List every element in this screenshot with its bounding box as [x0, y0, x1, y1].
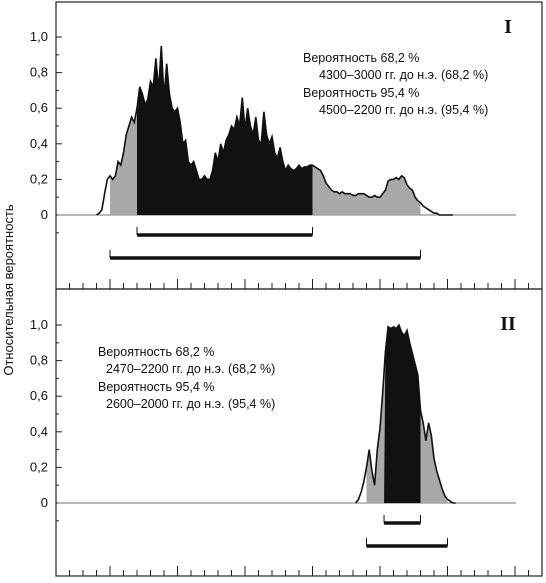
- panel-1-label: I: [504, 16, 512, 38]
- panel-1-annotation-2: 4300–3000 гг. до н.э. (68,2 %): [319, 68, 488, 82]
- panel-2-annotation-3: Вероятность 95,4 %: [98, 380, 214, 394]
- panel-2: II Вероятность 68,2 % 2470–2200 гг. до н…: [30, 313, 543, 576]
- y-tick-label: 1,0: [30, 29, 48, 44]
- panel-2-annotation-4: 2600–2000 гг. до н.э. (95,4 %): [106, 397, 275, 411]
- panel-2-annotation-2: 2470–2200 гг. до н.э. (68,2 %): [106, 362, 275, 376]
- y-tick-label: 0,2: [30, 171, 48, 186]
- panel-1-annotation-3: Вероятность 95,4 %: [303, 86, 419, 100]
- y-axis-label: Относительная вероятность: [1, 204, 16, 376]
- y-tick-label: 0,2: [30, 459, 48, 474]
- range-68-fill: [137, 45, 313, 216]
- y-tick-label: 0,8: [30, 353, 48, 368]
- y-tick-label: 0,6: [30, 388, 48, 403]
- y-tick-label: 0,6: [30, 100, 48, 115]
- y-tick-label: 0: [41, 207, 48, 222]
- probability-curve: [355, 323, 456, 504]
- range-68-fill: [384, 325, 421, 503]
- panel-2-annotation-1: Вероятность 68,2 %: [98, 345, 214, 359]
- y-tick-label: 0,4: [30, 136, 48, 151]
- y-tick-label: 0: [41, 495, 48, 510]
- y-tick-label: 0,4: [30, 424, 48, 439]
- panel-1-annotation-4: 4500–2200 гг. до н.э. (95,4 %): [319, 103, 488, 117]
- y-tick-label: 0,8: [30, 65, 48, 80]
- probability-curve: [96, 45, 453, 216]
- panel-2-frame: [55, 288, 543, 577]
- y-tick-label: 1,0: [30, 317, 48, 332]
- panel-1-annotation-1: Вероятность 68,2 %: [303, 51, 419, 65]
- panel-2-label: II: [500, 313, 516, 335]
- panel-1: I Вероятность 68,2 % 4300–3000 гг. до н.…: [30, 16, 543, 289]
